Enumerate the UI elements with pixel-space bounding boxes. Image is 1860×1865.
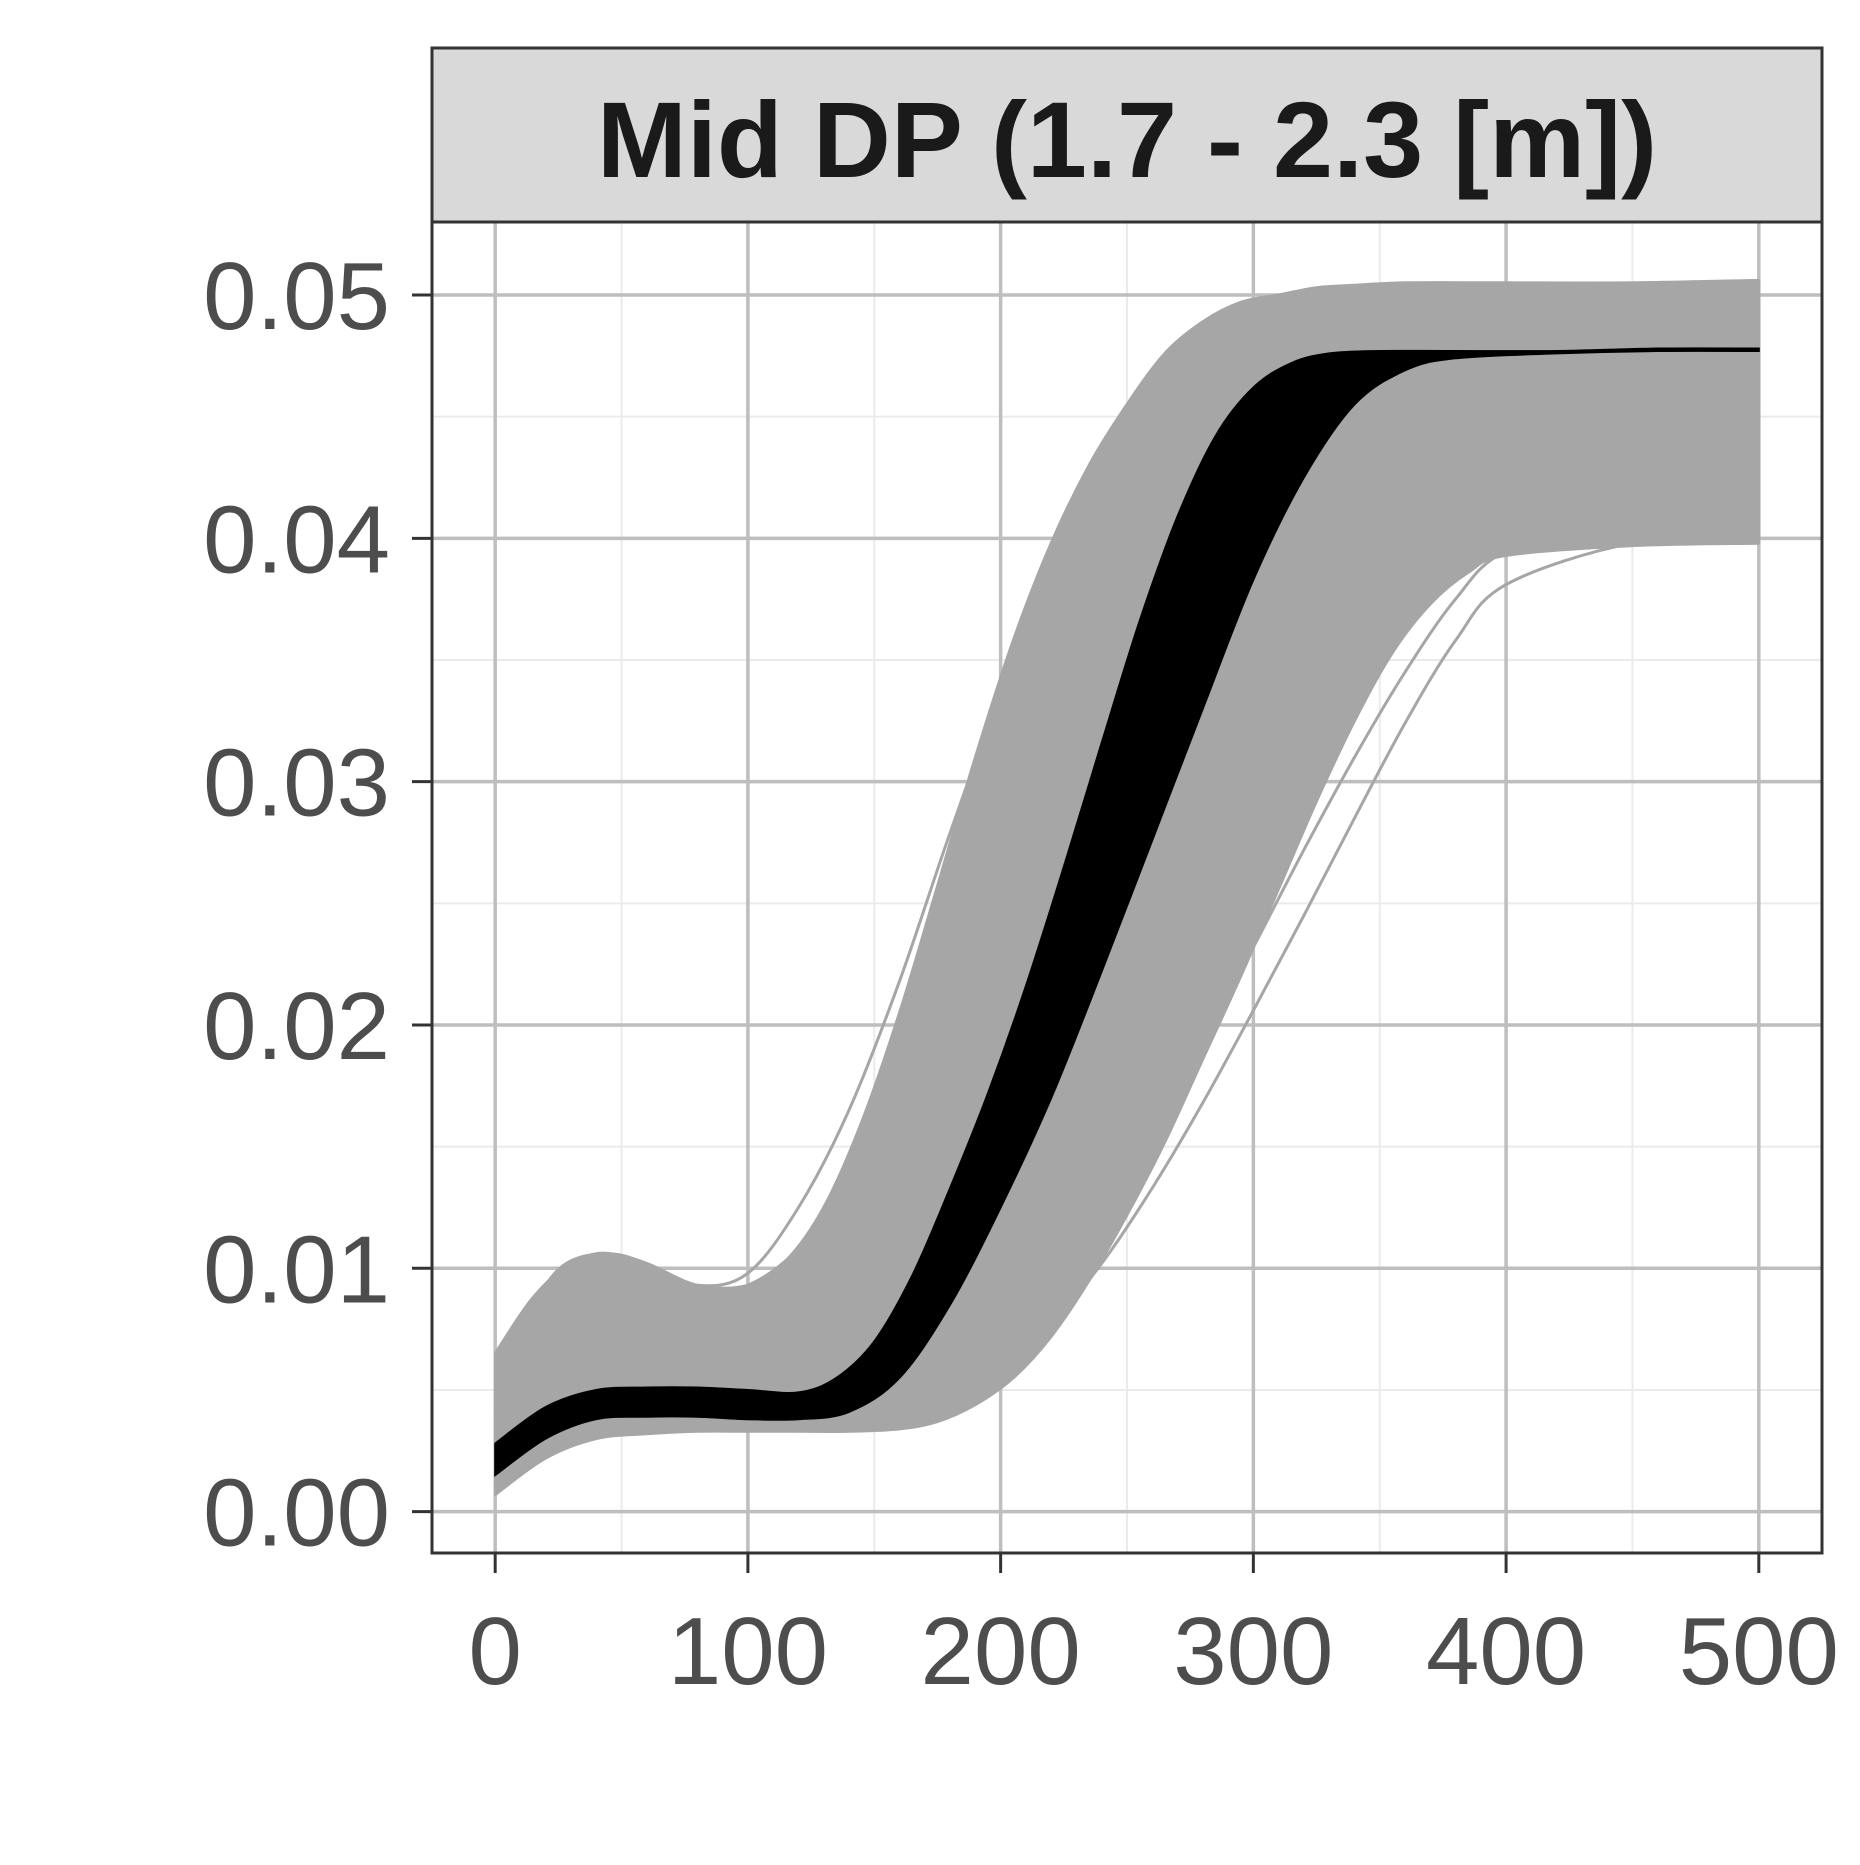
- x-tick-label: 200: [921, 1598, 1081, 1705]
- x-tick-label: 300: [1173, 1598, 1333, 1705]
- y-tick-label: 0.05: [203, 243, 390, 350]
- grey-series-line: [493, 286, 1759, 1415]
- central-band: [494, 347, 1760, 1478]
- x-tick-label: 0: [468, 1598, 521, 1705]
- y-tick-label: 0.03: [203, 730, 390, 837]
- plot-area: 0.00 0.01 0.02 0.03 0.04 0.05 0 100 200 300 400 500: [203, 220, 1839, 1705]
- facet-strip: [430, 46, 1824, 224]
- grey-series-line: [494, 534, 1759, 1465]
- grey-series-line: [494, 310, 1759, 1367]
- facet-title: Mid DP (1.7 - 2.3 [m]): [597, 79, 1657, 200]
- x-tick-label: 500: [1679, 1598, 1839, 1705]
- x-tick-label: 400: [1426, 1598, 1586, 1705]
- x-tick-label: 100: [668, 1598, 828, 1705]
- y-tick-label: 0.02: [203, 973, 390, 1080]
- y-tick-label: 0.00: [203, 1460, 390, 1567]
- y-tick-label: 0.01: [203, 1216, 390, 1323]
- panel-border: [430, 220, 1824, 1555]
- grey-series-line: [494, 541, 1759, 1496]
- grey-series-line: [494, 492, 1759, 1428]
- y-tick-label: 0.04: [203, 486, 390, 593]
